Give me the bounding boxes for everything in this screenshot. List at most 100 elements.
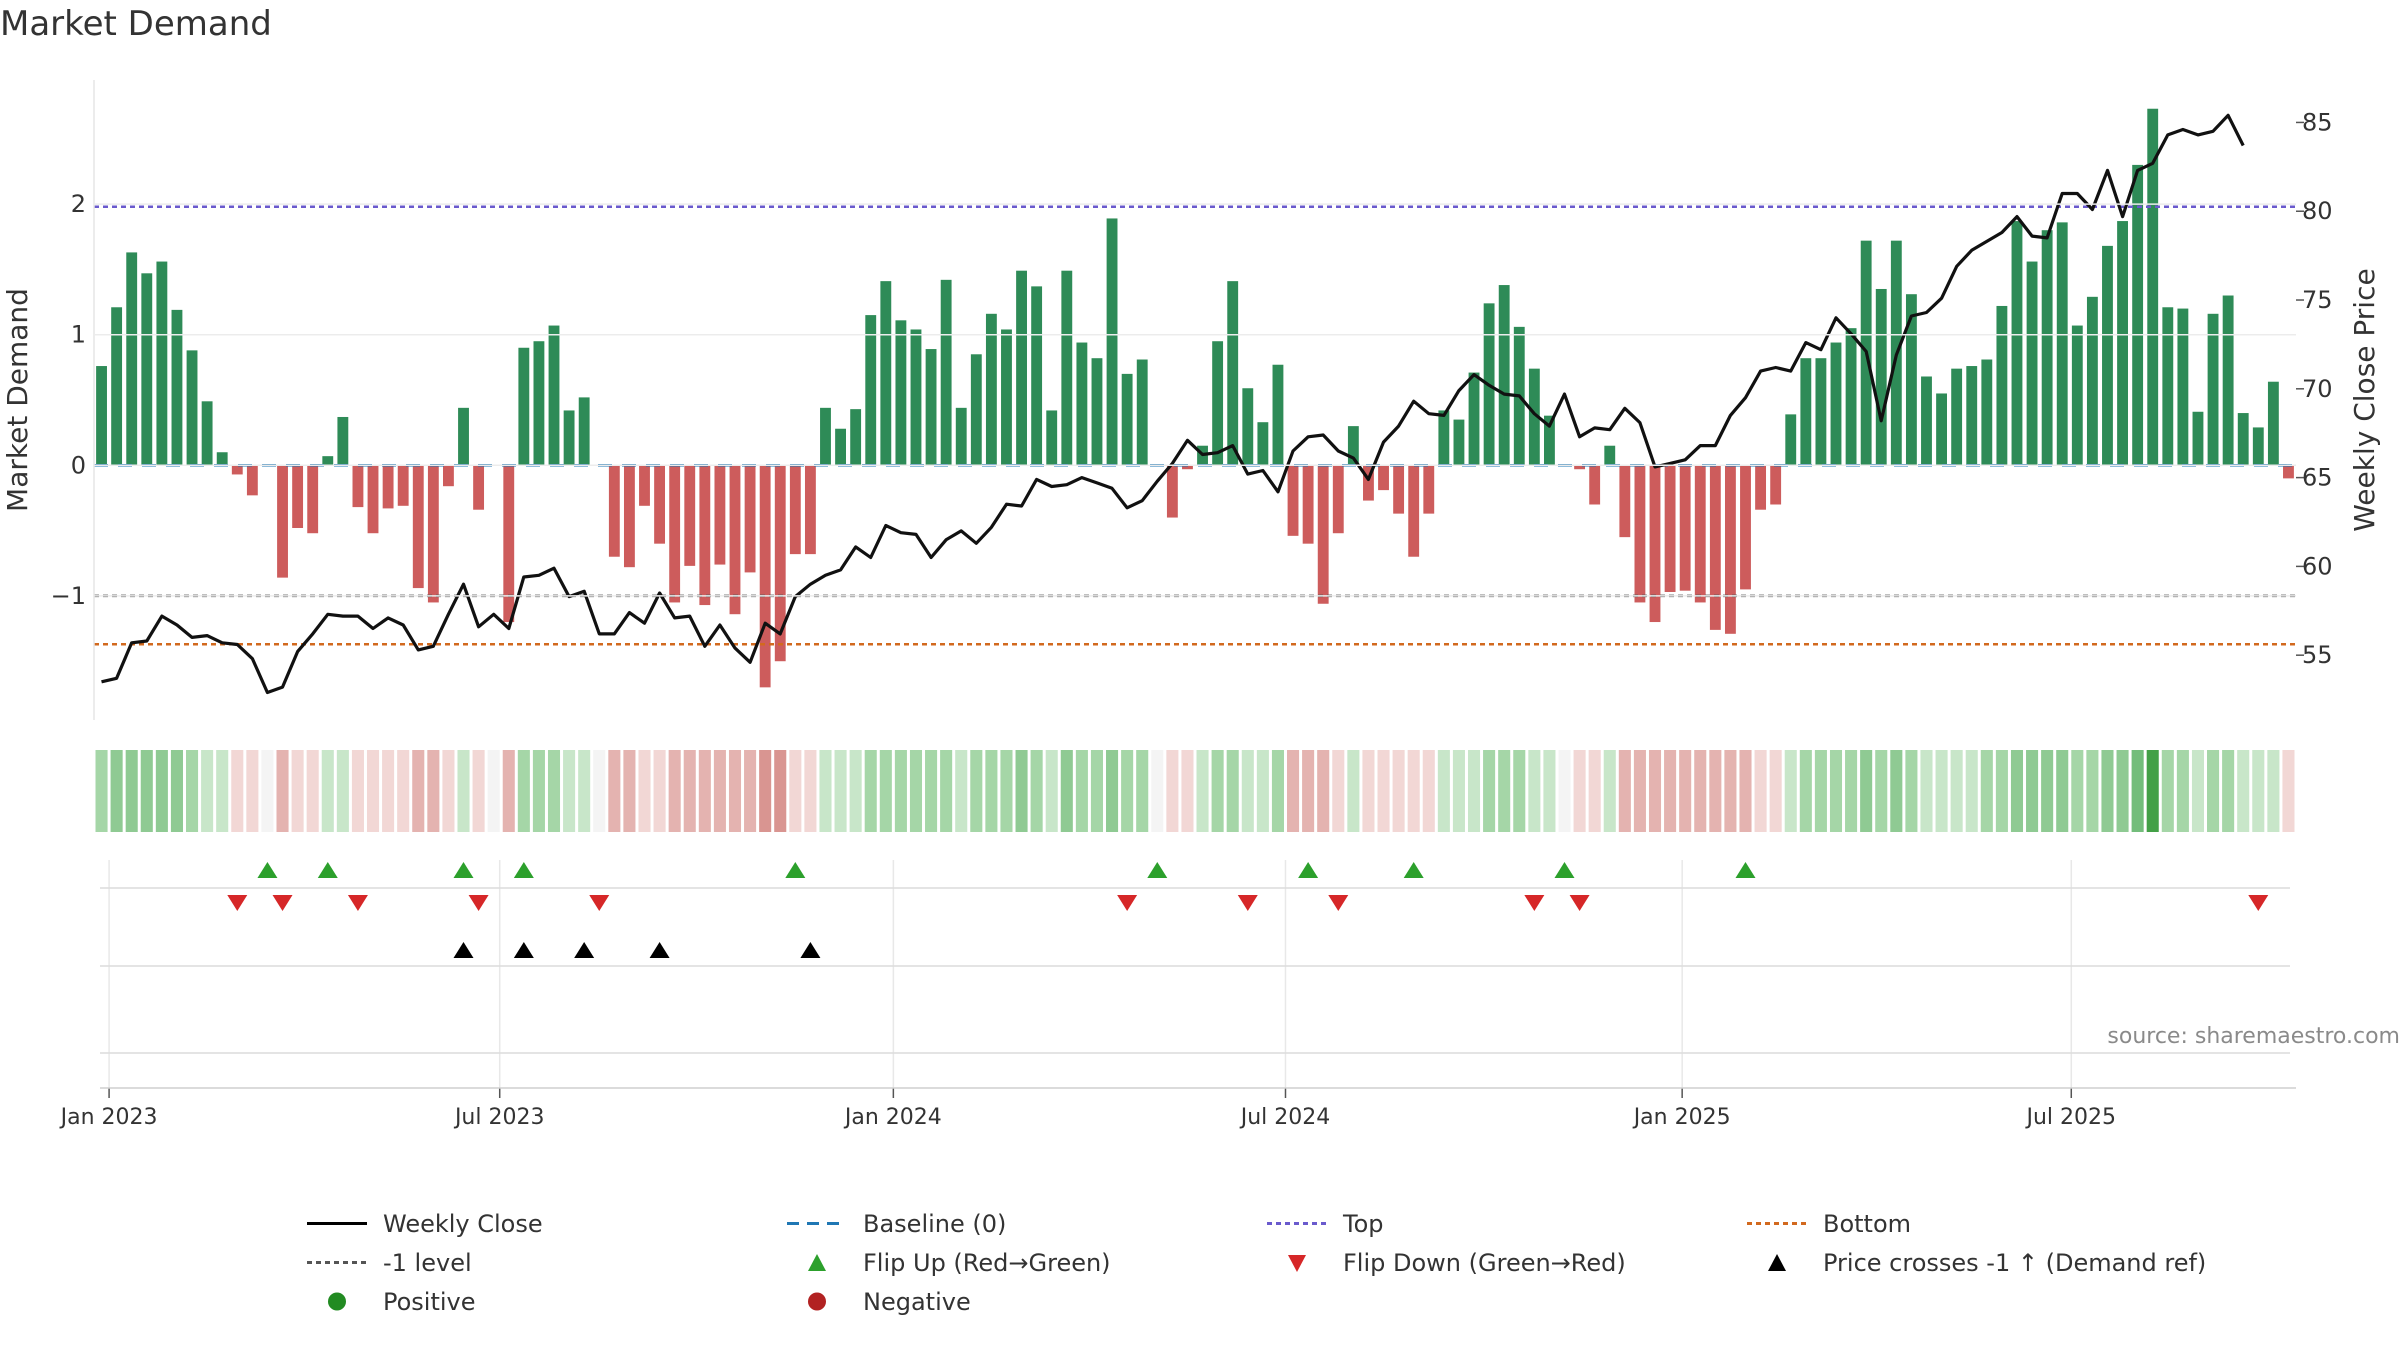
heat-cell	[1543, 750, 1556, 832]
y-axis-label: Market Demand	[1, 288, 34, 512]
heat-cell	[925, 750, 938, 832]
negative-bar	[277, 465, 288, 578]
flip-down-marker	[1117, 895, 1138, 911]
heat-cell	[186, 750, 199, 832]
heat-cell	[2071, 750, 2084, 832]
heat-cell	[1890, 750, 1903, 832]
negative-bar	[1694, 465, 1706, 603]
legend-triangle-down-icon	[1288, 1255, 1306, 1272]
signal-markers	[227, 862, 2269, 958]
positive-bar	[1061, 270, 1073, 466]
positive-bar	[1951, 368, 1963, 466]
legend-swatch	[808, 1292, 826, 1311]
legend-triangle-up-icon	[1768, 1254, 1786, 1271]
positive-bar	[1257, 422, 1269, 466]
heat-cell	[1980, 750, 1993, 832]
heat-cell	[2207, 750, 2220, 832]
heat-cell	[1437, 750, 1450, 832]
heat-cell	[1633, 750, 1646, 832]
positive-bar	[2026, 261, 2038, 466]
heat-cell	[2026, 750, 2039, 832]
positive-bar	[850, 409, 862, 466]
x-tick-label: Jan 2025	[1632, 1105, 1731, 1130]
heat-cell	[1287, 750, 1300, 832]
heat-cell	[1664, 750, 1677, 832]
positive-bar	[940, 279, 952, 466]
legend-label: Top	[1343, 1209, 1384, 1238]
heat-cell	[140, 750, 153, 832]
heat-cell	[1603, 750, 1616, 832]
y2-tick-label: 70	[2302, 375, 2333, 403]
legend-swatch	[808, 1254, 826, 1271]
heat-cell	[1648, 750, 1662, 832]
heat-cell	[1000, 750, 1013, 832]
positive-bar	[563, 410, 575, 466]
heat-cell	[1724, 750, 1737, 832]
flip-up-marker	[513, 862, 534, 878]
heat-cell	[1498, 750, 1511, 832]
demand-bars	[96, 108, 2294, 688]
reference-lines	[94, 205, 2296, 646]
positive-bar	[2056, 222, 2068, 466]
heat-cell	[1573, 750, 1586, 832]
heat-cell	[2056, 750, 2069, 832]
legend-label: Flip Down (Green→Red)	[1343, 1248, 1626, 1277]
positive-bar	[2222, 295, 2234, 466]
heat-cell	[170, 750, 183, 832]
heat-cell	[1256, 750, 1269, 832]
positive-bar	[141, 273, 153, 466]
legend-label: -1 level	[383, 1248, 472, 1277]
heat-cell	[2041, 750, 2054, 832]
positive-bar	[2162, 307, 2174, 466]
heat-cell	[1226, 750, 1239, 832]
positive-bar	[578, 397, 590, 466]
legend-label: Baseline (0)	[863, 1209, 1007, 1238]
heat-cell	[1905, 750, 1918, 832]
flip-down-marker	[589, 895, 610, 911]
heat-cell	[2222, 750, 2235, 832]
heat-cell	[1920, 750, 1933, 832]
heat-cell	[759, 750, 772, 832]
heat-cell	[1709, 750, 1722, 832]
legend-item: Weekly Close	[305, 1208, 785, 1239]
legend-item: Flip Down (Green→Red)	[1265, 1247, 1745, 1278]
flip-down-marker	[2248, 895, 2269, 911]
heat-cell	[623, 750, 636, 832]
negative-bar	[1166, 465, 1178, 518]
legend-item: -1 level	[305, 1247, 785, 1278]
heat-cell	[849, 750, 862, 832]
heat-cell	[261, 750, 274, 832]
negative-bar	[1302, 465, 1314, 544]
legend-label: Flip Up (Red→Green)	[863, 1248, 1111, 1277]
heat-cell	[1060, 750, 1073, 832]
negative-bar	[1664, 465, 1676, 592]
positive-bar	[2147, 108, 2159, 466]
heat-cell	[2161, 750, 2174, 832]
flip-up-marker	[317, 862, 338, 878]
positive-bar	[2192, 411, 2204, 466]
heat-cell	[834, 750, 847, 832]
positive-bar	[955, 407, 967, 466]
positive-bar	[910, 329, 922, 466]
flip-down-marker	[227, 895, 248, 911]
negative-bar	[1182, 465, 1193, 470]
legend-item: Top	[1265, 1208, 1745, 1239]
negative-bar	[412, 465, 424, 589]
heat-cell	[1513, 750, 1526, 832]
legend-label: Positive	[383, 1287, 476, 1316]
x-tick-label: Jul 2023	[453, 1105, 545, 1130]
heat-cell	[382, 750, 395, 832]
positive-bar	[1996, 305, 2008, 466]
heat-cell	[940, 750, 953, 832]
heat-cell	[155, 750, 168, 832]
positive-bar	[1845, 328, 1857, 466]
heat-cell	[2267, 750, 2280, 832]
heat-cell	[1618, 750, 1631, 832]
heat-cell	[291, 750, 304, 832]
negative-bar	[1740, 465, 1751, 590]
heat-cell	[1754, 750, 1767, 832]
y2-tick-label: 55	[2302, 641, 2333, 669]
positive-bar	[2267, 381, 2279, 466]
heat-cell	[894, 750, 907, 832]
heat-cell	[744, 750, 757, 832]
